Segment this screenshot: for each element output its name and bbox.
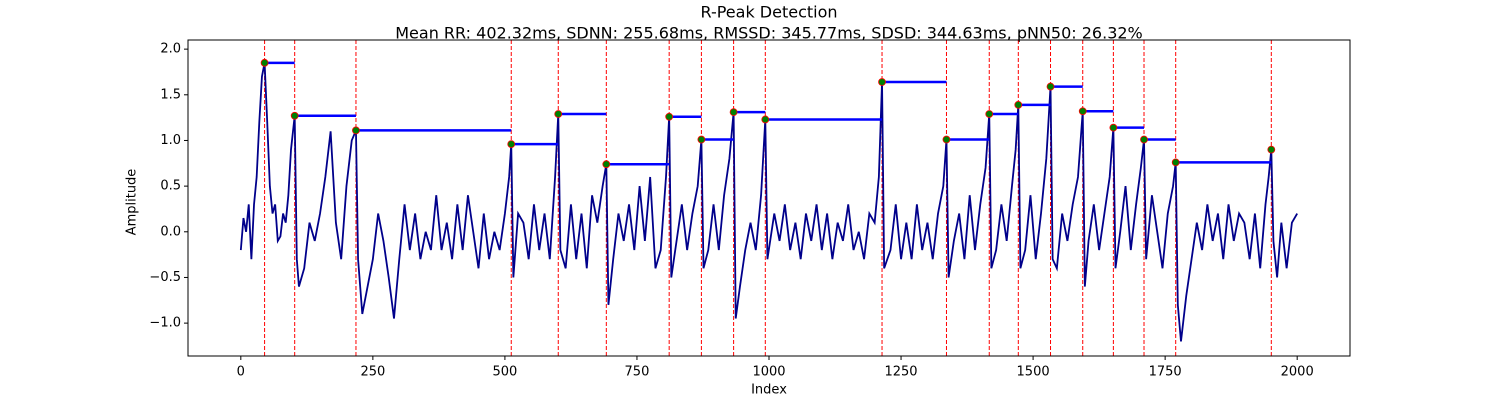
peak-marker	[1171, 158, 1180, 167]
y-tick-label: −1.0	[149, 316, 181, 331]
x-axis-label: Index	[751, 383, 787, 398]
peak-marker	[554, 110, 563, 118]
peak-marker	[352, 126, 360, 135]
peak-marker	[1109, 123, 1118, 132]
x-tick-label: 750	[625, 365, 650, 380]
x-tick-label: 1000	[752, 365, 785, 380]
peak-marker	[942, 135, 951, 144]
y-tick-label: 2.0	[160, 42, 181, 57]
peak-marker	[697, 135, 706, 144]
y-tick-label: 0.0	[160, 224, 181, 239]
x-tick-label: 0	[237, 365, 245, 380]
peak-marker	[729, 108, 738, 117]
x-tick-label: 500	[492, 365, 517, 380]
chart-title: R-Peak Detection	[700, 3, 837, 22]
x-tick-label: 1250	[884, 365, 917, 380]
peak-marker	[878, 78, 886, 86]
peak-marker	[260, 58, 269, 67]
peak-marker	[1014, 100, 1023, 109]
peak-marker	[290, 111, 299, 120]
x-tick-label: 250	[360, 365, 385, 380]
y-axis-label: Amplitude	[125, 169, 140, 236]
y-tick-label: 1.5	[160, 87, 181, 102]
peak-marker	[665, 112, 674, 121]
chart-subtitle: Mean RR: 402.32ms, SDNN: 255.68ms, RMSSD…	[395, 24, 1143, 43]
x-tick-label: 1750	[1149, 365, 1182, 380]
peak-marker	[1078, 107, 1087, 116]
peak-marker	[761, 115, 770, 124]
peak-marker	[507, 140, 516, 149]
peak-marker	[1140, 135, 1148, 144]
y-tick-label: 0.5	[160, 179, 181, 194]
y-tick-label: −0.5	[149, 270, 181, 285]
x-tick-label: 1500	[1017, 365, 1050, 380]
peak-marker	[1046, 82, 1055, 91]
y-tick-label: 1.0	[160, 133, 181, 148]
peak-marker	[985, 110, 994, 118]
x-tick-label: 2000	[1281, 365, 1314, 380]
signal-line	[239, 62, 1298, 342]
peak-marker	[1267, 145, 1276, 154]
peak-marker	[602, 160, 611, 169]
